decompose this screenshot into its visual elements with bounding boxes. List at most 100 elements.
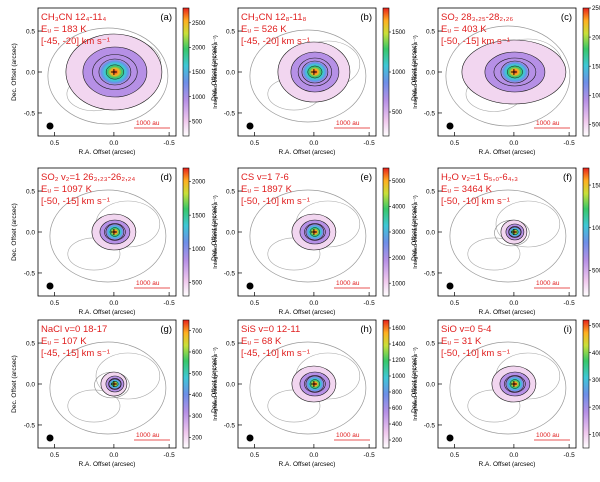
colorbar-tick-label: 2500 xyxy=(192,21,206,27)
y-axis-label: Dec. Offset (arcsec) xyxy=(411,43,418,101)
colorbar-tick-label: 700 xyxy=(192,329,203,335)
colorbar xyxy=(582,319,590,449)
emission-map xyxy=(49,189,167,283)
scale-bar-label: 1000 au xyxy=(136,432,160,439)
upper-energy-label: Eᵤ = 526 K xyxy=(241,24,287,35)
emission-contour xyxy=(304,223,326,241)
line-label: NaCl v=0 18-17 xyxy=(41,324,107,335)
x-tick-label: 0.0 xyxy=(509,300,518,307)
colorbar-tick-label: 2000 xyxy=(592,405,600,411)
x-tick-label: 0.5 xyxy=(50,140,59,147)
y-tick-label: -0.5 xyxy=(424,422,436,429)
panel-letter: (g) xyxy=(160,324,172,335)
colorbar-label: Integrated Intensity (K km s⁻¹) xyxy=(413,347,419,421)
colorbar-tick-label: 1200 xyxy=(392,358,406,364)
y-tick-label: 0.0 xyxy=(26,70,35,77)
upper-energy-label: Eᵤ = 183 K xyxy=(41,24,87,35)
x-tick-label: 0.0 xyxy=(309,452,318,459)
line-label: CH₃CN 12₄-11₄ xyxy=(41,12,106,23)
scale-bar-label: 1000 au xyxy=(136,120,160,127)
x-tick-label: -0.5 xyxy=(163,452,175,459)
x-axis-label: R.A. Offset (arcsec) xyxy=(79,309,136,316)
y-tick-label: 0.0 xyxy=(226,382,235,389)
upper-energy-label: Eᵤ = 107 K xyxy=(41,336,87,347)
scale-bar-label: 1000 au xyxy=(136,280,160,287)
line-label: H₂O v₂=1 5₅,₀-6₄,₃ xyxy=(441,172,518,183)
y-axis-label: Dec. Offset (arcsec) xyxy=(11,355,18,413)
colorbar-tick-label: 800 xyxy=(392,390,403,396)
colorbar-tick-label: 5000 xyxy=(392,179,406,185)
colorbar-tick-label: 1000 xyxy=(392,374,406,380)
y-tick-label: 0.5 xyxy=(26,189,35,196)
colorbar-tick-label: 1000 xyxy=(192,95,206,101)
y-tick-label: 0.5 xyxy=(226,341,235,348)
colorbar-tick-label: 600 xyxy=(392,406,403,412)
upper-energy-label: Eᵤ = 3464 K xyxy=(441,184,493,195)
colorbar-tick-label: 1600 xyxy=(392,326,406,332)
x-axis-label: R.A. Offset (arcsec) xyxy=(479,149,536,156)
continuum-contour xyxy=(495,200,561,248)
panel-letter: (i) xyxy=(564,324,572,335)
colorbar-tick-label: 1500 xyxy=(592,183,600,189)
y-tick-label: -0.5 xyxy=(24,110,36,117)
beam-ellipse xyxy=(246,122,254,130)
continuum-contour xyxy=(449,189,567,283)
velocity-range-label: [-50, -15] km s⁻¹ xyxy=(441,36,510,47)
colorbar xyxy=(582,167,590,297)
colorbar-tick-label: 200 xyxy=(392,438,403,444)
x-tick-label: 0.0 xyxy=(109,140,118,147)
continuum-contour xyxy=(49,189,167,283)
y-tick-label: -0.5 xyxy=(24,422,36,429)
x-tick-label: 0.0 xyxy=(109,300,118,307)
colorbar-tick-label: 5000 xyxy=(592,324,600,330)
y-tick-label: 0.0 xyxy=(26,230,35,237)
x-tick-label: 0.0 xyxy=(509,452,518,459)
colorbar-tick-label: 400 xyxy=(192,393,203,399)
scale-bar-label: 1000 au xyxy=(336,280,360,287)
continuum-contour xyxy=(249,29,367,123)
scale-bar-label: 1000 au xyxy=(536,280,560,287)
continuum-contour xyxy=(445,25,571,127)
colorbar-tick-label: 1500 xyxy=(392,30,406,36)
beam-ellipse xyxy=(246,282,254,290)
colorbar-tick-label: 1000 xyxy=(192,247,206,253)
y-tick-label: -0.5 xyxy=(424,110,436,117)
emission-map xyxy=(449,341,567,435)
emission-map xyxy=(49,341,167,435)
scale-bar-label: 1000 au xyxy=(536,432,560,439)
y-tick-label: 0.0 xyxy=(226,230,235,237)
colorbar-tick-label: 500 xyxy=(192,119,203,125)
upper-energy-label: Eᵤ = 68 K xyxy=(241,336,282,347)
velocity-range-label: [-50, -10] km s⁻¹ xyxy=(441,348,510,359)
colorbar xyxy=(182,7,190,137)
upper-energy-label: Eᵤ = 403 K xyxy=(441,24,487,35)
beam-ellipse xyxy=(246,434,254,442)
y-axis-label: Dec. Offset (arcsec) xyxy=(411,203,418,261)
emission-contour xyxy=(506,65,523,79)
x-tick-label: 0.5 xyxy=(450,452,459,459)
colorbar-tick-label: 500 xyxy=(192,372,203,378)
x-tick-label: -0.5 xyxy=(163,300,175,307)
colorbar-label: Integrated Intensity (K km s⁻¹) xyxy=(413,35,419,109)
beam-ellipse xyxy=(446,434,454,442)
colorbar-tick-label: 1500 xyxy=(592,64,600,70)
panel-letter: (d) xyxy=(160,172,172,183)
colorbar xyxy=(582,7,590,137)
chart-panel: SiO v=0 5-4Eᵤ = 31 K[-50, -10] km s⁻¹ (i)… xyxy=(411,319,600,468)
emission-map xyxy=(449,189,567,283)
x-axis-label: R.A. Offset (arcsec) xyxy=(279,461,336,468)
colorbar-tick-label: 500 xyxy=(592,123,600,129)
y-tick-label: -0.5 xyxy=(24,270,36,277)
x-tick-label: -0.5 xyxy=(363,452,375,459)
line-label: CS v=1 7-6 xyxy=(241,172,289,183)
colorbar xyxy=(382,7,390,137)
x-tick-label: 0.5 xyxy=(50,452,59,459)
upper-energy-label: Eᵤ = 31 K xyxy=(441,336,482,347)
emission-contour xyxy=(309,379,321,389)
line-label: CH₃CN 12₈-11₈ xyxy=(241,12,306,23)
chart-panel: H₂O v₂=1 5₅,₀-6₄,₃Eᵤ = 3464 K[-50, -10] … xyxy=(411,167,600,316)
continuum-contour xyxy=(249,189,367,283)
colorbar-tick-label: 2000 xyxy=(192,46,206,52)
